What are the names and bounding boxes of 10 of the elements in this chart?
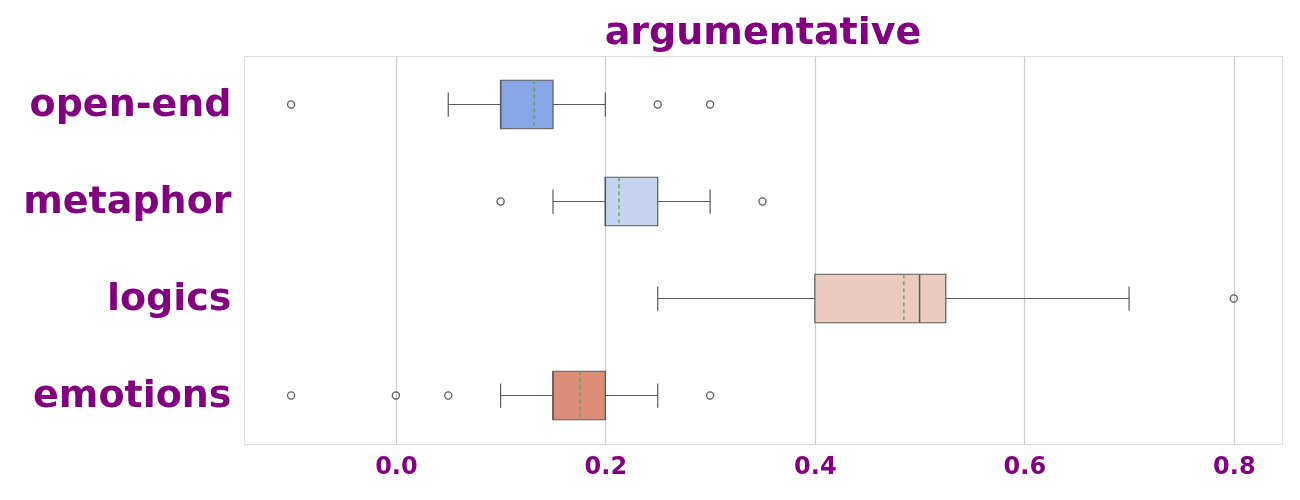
x-tick-label: 0.0 (375, 451, 418, 480)
x-tick-label: 0.8 (1213, 451, 1256, 480)
x-tick-label: 0.6 (1003, 451, 1047, 480)
y-tick-label: emotions (33, 371, 232, 416)
y-tick-label: open-end (29, 80, 232, 125)
x-tick-label: 0.4 (794, 451, 837, 480)
y-tick-label: metaphor (23, 177, 232, 222)
chart-title: argumentative (604, 9, 922, 53)
y-tick-label: logics (106, 274, 232, 319)
x-tick-label: 0.2 (584, 451, 628, 480)
